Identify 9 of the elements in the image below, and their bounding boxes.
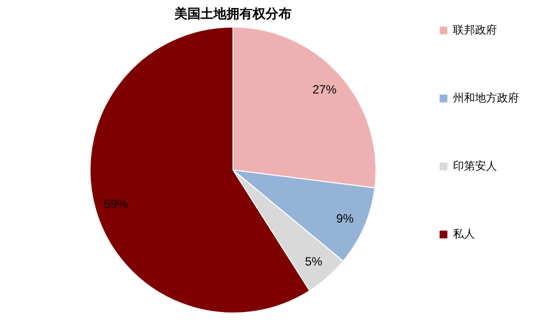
data-label: 27% bbox=[312, 82, 337, 96]
legend-label: 联邦政府 bbox=[453, 24, 497, 36]
data-label: 59% bbox=[104, 197, 128, 212]
legend-label: 私人 bbox=[453, 228, 475, 240]
legend-label: 印第安人 bbox=[453, 160, 497, 172]
chart-title: 美国土地拥有权分布 bbox=[174, 6, 292, 22]
legend-label: 州和地方政府 bbox=[453, 92, 519, 104]
data-label: 5% bbox=[305, 254, 323, 269]
data-label: 9% bbox=[336, 211, 354, 226]
